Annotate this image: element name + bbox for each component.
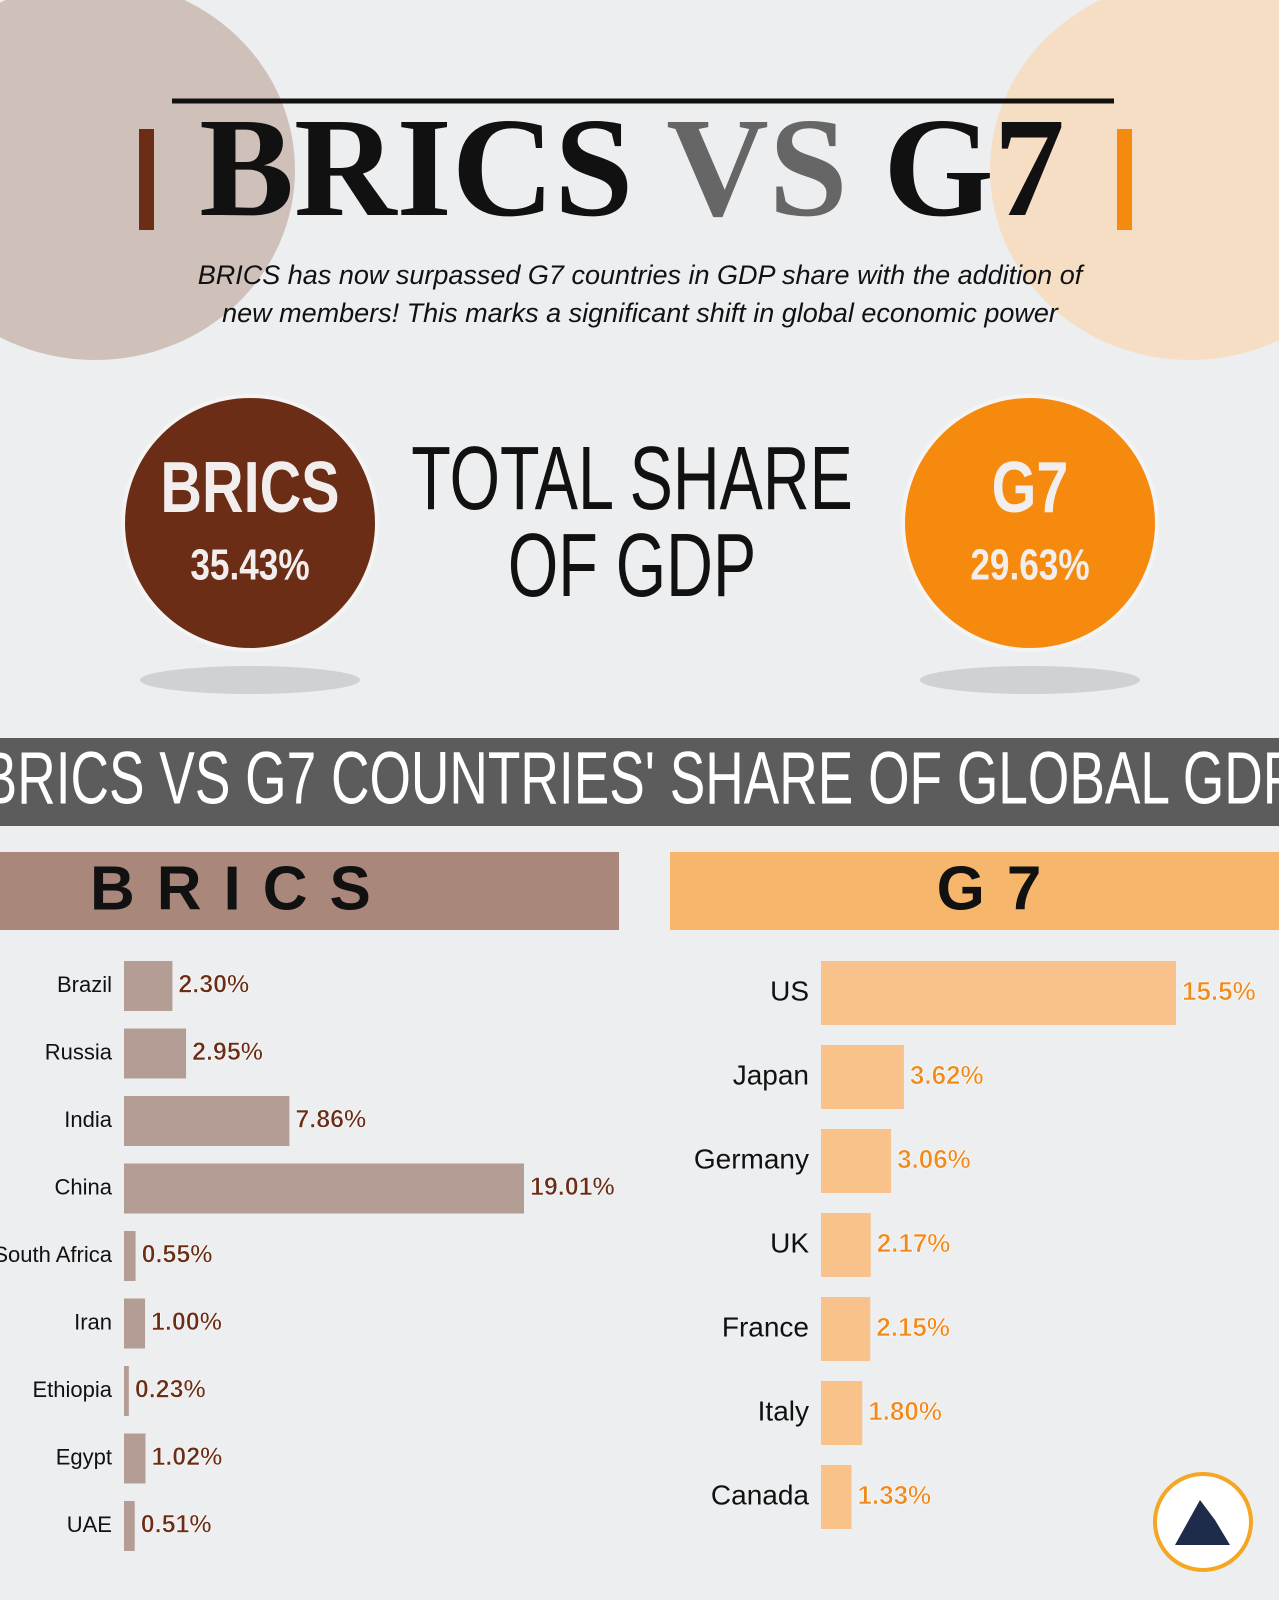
section-band bbox=[0, 738, 1279, 826]
chart-title: G7 bbox=[937, 854, 1064, 923]
value-label: 7.86% bbox=[295, 1106, 366, 1134]
value-label: 2.17% bbox=[877, 1228, 951, 1258]
value-label: 3.62% bbox=[910, 1060, 984, 1090]
category-label: US bbox=[770, 975, 809, 1006]
total-heading-line: TOTAL SHARE bbox=[411, 427, 853, 528]
bar bbox=[124, 1163, 524, 1214]
total-text: G7 29.63% bbox=[970, 447, 1089, 590]
section-title-wrap: BRICS VS G7 COUNTRIES' SHARE OF GLOBAL G… bbox=[0, 737, 1279, 820]
logo-mark bbox=[1175, 1500, 1230, 1545]
value-label: 2.15% bbox=[876, 1312, 950, 1342]
value-label: 1.02% bbox=[151, 1443, 222, 1471]
title-accent bbox=[139, 129, 154, 230]
value-label: 2.30% bbox=[178, 971, 249, 999]
value-label: 15.5% bbox=[1182, 976, 1256, 1006]
category-label: India bbox=[64, 1107, 112, 1132]
category-label: UAE bbox=[67, 1512, 112, 1537]
value-label: 1.33% bbox=[857, 1480, 931, 1510]
subtitle: BRICS has now surpassed G7 countries in … bbox=[198, 260, 1085, 290]
bar bbox=[821, 961, 1176, 1025]
bar bbox=[124, 1366, 129, 1416]
value-label: 3.06% bbox=[897, 1144, 971, 1174]
total-name: G7 bbox=[992, 447, 1069, 528]
category-label: Iran bbox=[74, 1309, 112, 1334]
value-label: 19.01% bbox=[530, 1173, 615, 1201]
section-title: BRICS VS G7 COUNTRIES' SHARE OF GLOBAL G… bbox=[0, 737, 1279, 820]
bar bbox=[124, 961, 173, 1011]
category-label: Italy bbox=[758, 1395, 809, 1426]
value-label: 2.95% bbox=[192, 1038, 263, 1066]
category-label: Russia bbox=[45, 1039, 113, 1064]
bar bbox=[821, 1381, 863, 1445]
chart-header bbox=[0, 852, 619, 930]
total-value: 29.63% bbox=[970, 541, 1089, 590]
title-accent bbox=[1117, 129, 1132, 230]
chart-title: BRICS bbox=[90, 854, 393, 923]
bar bbox=[821, 1129, 892, 1193]
shadow bbox=[920, 666, 1140, 694]
bar bbox=[124, 1096, 290, 1146]
category-label: Brazil bbox=[57, 972, 112, 997]
category-label: Ethiopia bbox=[32, 1377, 112, 1402]
value-label: 1.00% bbox=[151, 1308, 222, 1336]
subtitle: new members! This marks a significant sh… bbox=[222, 298, 1059, 328]
bar bbox=[124, 1028, 187, 1079]
decor-circle bbox=[990, 0, 1279, 360]
value-label: 1.80% bbox=[868, 1396, 942, 1426]
shadow bbox=[140, 666, 360, 694]
total-value: 35.43% bbox=[190, 541, 309, 590]
category-label: South Africa bbox=[0, 1242, 113, 1267]
total-heading-line: OF GDP bbox=[508, 514, 756, 615]
bar bbox=[124, 1231, 136, 1281]
title-part: G7 bbox=[883, 88, 1064, 246]
value-label: 0.23% bbox=[135, 1376, 206, 1404]
category-label: Canada bbox=[711, 1479, 810, 1510]
value-label: 0.55% bbox=[142, 1241, 213, 1269]
title-part: BRICS bbox=[199, 88, 633, 246]
category-label: Germany bbox=[694, 1143, 809, 1174]
bar bbox=[821, 1213, 871, 1277]
bar bbox=[821, 1045, 904, 1109]
main-title: BRICS VS G7 bbox=[199, 88, 1064, 246]
bar bbox=[124, 1433, 146, 1484]
category-label: Egypt bbox=[56, 1444, 112, 1469]
value-label: 0.51% bbox=[141, 1511, 212, 1539]
total-circle bbox=[121, 394, 379, 652]
total-heading: TOTAL SHARE OF GDP bbox=[411, 427, 853, 615]
chart-header bbox=[670, 852, 1279, 930]
total-text: BRICS 35.43% bbox=[160, 447, 339, 590]
title-part: VS bbox=[666, 88, 848, 246]
bar bbox=[821, 1465, 852, 1529]
bar bbox=[821, 1297, 871, 1361]
category-label: UK bbox=[770, 1227, 809, 1258]
total-name: BRICS bbox=[160, 447, 339, 528]
bar bbox=[124, 1501, 135, 1551]
category-label: France bbox=[722, 1311, 809, 1342]
bar bbox=[124, 1298, 146, 1349]
total-circle bbox=[901, 394, 1159, 652]
category-label: China bbox=[55, 1174, 113, 1199]
category-label: Japan bbox=[733, 1059, 809, 1090]
